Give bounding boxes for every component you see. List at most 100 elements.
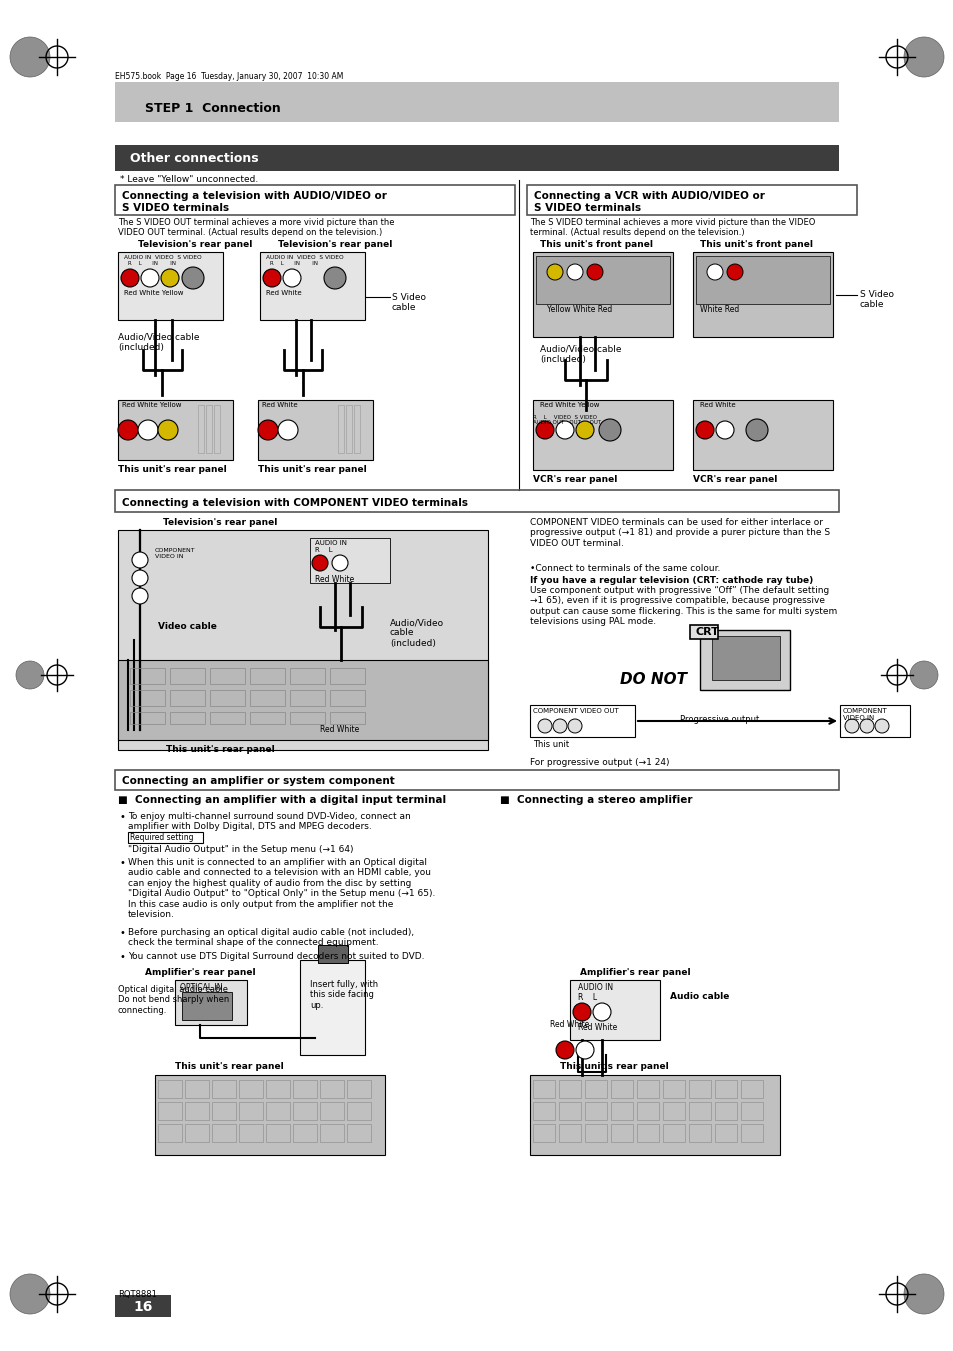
Bar	[115, 185, 515, 215]
Bar	[347, 1124, 371, 1142]
Bar	[526, 185, 856, 215]
Bar	[740, 1124, 762, 1142]
Bar	[154, 1075, 385, 1155]
Circle shape	[553, 719, 566, 734]
Bar	[266, 1079, 290, 1098]
Text: White Red: White Red	[700, 305, 739, 313]
Bar	[740, 1102, 762, 1120]
Bar	[714, 1079, 737, 1098]
Bar	[558, 1102, 580, 1120]
Circle shape	[706, 263, 722, 280]
Text: AUDIO IN
R    L: AUDIO IN R L	[578, 984, 613, 1002]
Text: S Video
cable: S Video cable	[859, 290, 893, 309]
Circle shape	[161, 269, 179, 286]
Bar	[158, 1102, 182, 1120]
Text: STEP 1  Connection: STEP 1 Connection	[145, 101, 280, 115]
Text: To enjoy multi-channel surround sound DVD-Video, connect an
amplifier with Dolby: To enjoy multi-channel surround sound DV…	[128, 812, 411, 831]
Bar	[662, 1124, 684, 1142]
Bar	[584, 1124, 606, 1142]
Text: * Leave "Yellow" unconnected.: * Leave "Yellow" unconnected.	[120, 176, 258, 184]
Circle shape	[257, 420, 277, 440]
Text: R    L      IN       IN: R L IN IN	[128, 261, 175, 266]
Bar	[210, 712, 245, 724]
Text: OPTICAL IN: OPTICAL IN	[180, 984, 222, 992]
Circle shape	[909, 661, 937, 689]
Bar	[330, 667, 365, 684]
Text: Red White: Red White	[266, 290, 301, 296]
Text: 16: 16	[133, 1300, 152, 1315]
Text: AUDIO IN  VIDEO  S VIDEO: AUDIO IN VIDEO S VIDEO	[266, 255, 343, 259]
Bar	[239, 1102, 263, 1120]
Text: VCR's rear panel: VCR's rear panel	[533, 476, 617, 484]
Bar	[840, 705, 909, 738]
Bar	[293, 1102, 316, 1120]
Text: •: •	[120, 858, 126, 867]
Text: This unit's rear panel: This unit's rear panel	[166, 744, 274, 754]
Circle shape	[696, 422, 713, 439]
Text: The S VIDEO OUT terminal achieves a more vivid picture than the
VIDEO OUT termin: The S VIDEO OUT terminal achieves a more…	[118, 218, 395, 238]
Bar	[662, 1102, 684, 1120]
Bar	[130, 712, 165, 724]
Bar	[185, 1124, 209, 1142]
Circle shape	[903, 36, 943, 77]
Text: Audio/Video cable
(included): Audio/Video cable (included)	[118, 332, 199, 353]
Text: If you have a regular television (CRT: cathode ray tube): If you have a regular television (CRT: c…	[530, 576, 812, 585]
Bar	[637, 1124, 659, 1142]
Bar	[290, 712, 325, 724]
Bar	[558, 1124, 580, 1142]
Circle shape	[546, 263, 562, 280]
Bar	[290, 667, 325, 684]
Bar	[317, 944, 348, 963]
Circle shape	[118, 420, 138, 440]
Bar	[130, 690, 165, 707]
Bar	[182, 992, 232, 1020]
Bar	[128, 832, 203, 843]
Bar	[213, 405, 220, 453]
Bar	[310, 538, 390, 584]
Bar	[711, 636, 780, 680]
Bar	[239, 1124, 263, 1142]
Text: This unit's rear panel: This unit's rear panel	[174, 1062, 283, 1071]
Circle shape	[726, 263, 742, 280]
Circle shape	[859, 719, 873, 734]
Text: Other connections: Other connections	[130, 153, 258, 166]
Bar	[610, 1079, 633, 1098]
Circle shape	[537, 719, 552, 734]
Text: Audio/Video cable
(included): Audio/Video cable (included)	[539, 345, 620, 365]
Bar	[266, 1124, 290, 1142]
Circle shape	[576, 1042, 594, 1059]
Bar	[118, 530, 488, 750]
Circle shape	[277, 420, 297, 440]
Text: Audio cable: Audio cable	[669, 992, 729, 1001]
Bar	[174, 979, 247, 1025]
Text: Insert fully, with
this side facing
up.: Insert fully, with this side facing up.	[310, 979, 377, 1009]
Text: Use component output with progressive “Off” (The default setting
→1 65), even if: Use component output with progressive “O…	[530, 586, 837, 627]
Bar	[346, 405, 352, 453]
Text: You cannot use DTS Digital Surround decoders not suited to DVD.: You cannot use DTS Digital Surround deco…	[128, 952, 424, 961]
Text: •: •	[120, 952, 126, 962]
Text: AUDIO OUT   OUT     OUT: AUDIO OUT OUT OUT	[533, 420, 600, 426]
Bar	[115, 770, 838, 790]
Circle shape	[586, 263, 602, 280]
Text: CRT: CRT	[696, 627, 720, 638]
Circle shape	[132, 588, 148, 604]
Circle shape	[16, 661, 44, 689]
Bar	[212, 1124, 235, 1142]
Text: Required setting: Required setting	[130, 834, 193, 842]
Circle shape	[132, 553, 148, 567]
Bar	[740, 1079, 762, 1098]
Bar	[689, 626, 718, 639]
Text: Red White: Red White	[320, 725, 359, 734]
Bar	[637, 1079, 659, 1098]
Text: VCR's rear panel: VCR's rear panel	[692, 476, 777, 484]
Bar	[293, 1079, 316, 1098]
Text: Progressive output: Progressive output	[679, 715, 759, 724]
Bar	[330, 712, 365, 724]
Bar	[210, 690, 245, 707]
Text: AUDIO IN
R    L: AUDIO IN R L	[314, 540, 347, 553]
Circle shape	[312, 555, 328, 571]
Bar	[569, 979, 659, 1040]
Text: Yellow White Red: Yellow White Red	[546, 305, 612, 313]
Bar	[158, 1079, 182, 1098]
Text: COMPONENT VIDEO terminals can be used for either interlace or
progressive output: COMPONENT VIDEO terminals can be used fo…	[530, 517, 829, 547]
